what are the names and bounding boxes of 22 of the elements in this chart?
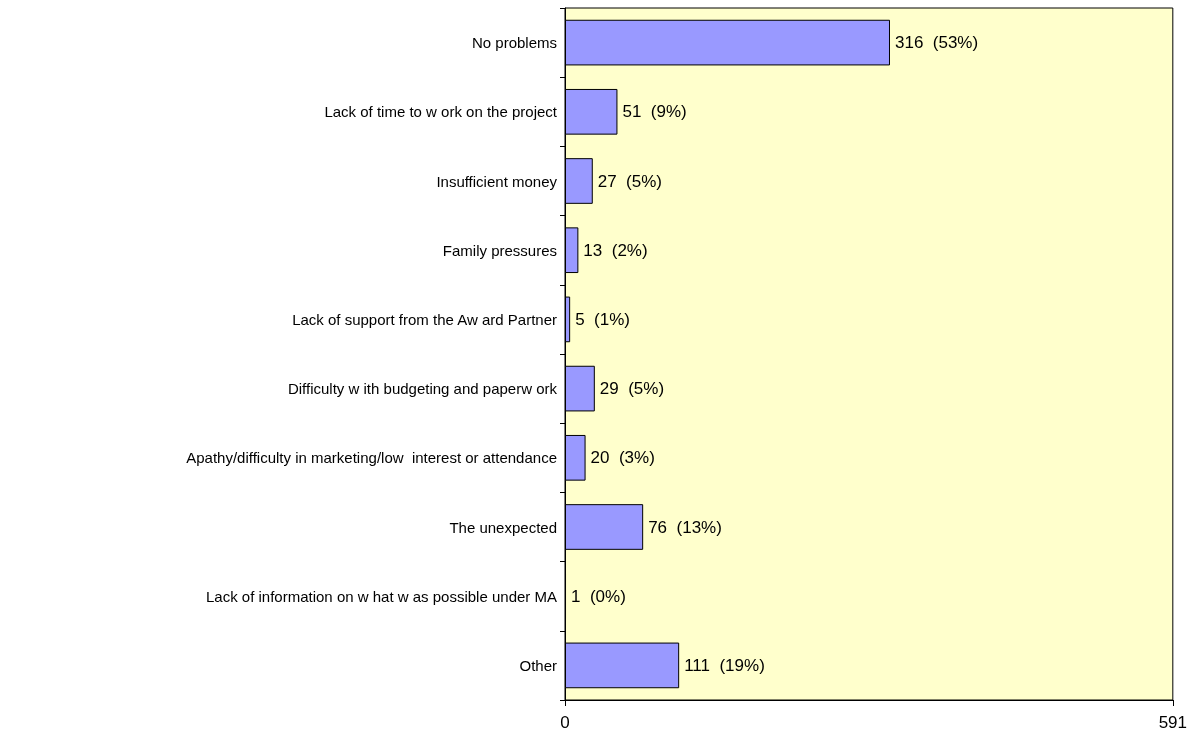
y-tick-label: Lack of time to w ork on the project <box>324 103 558 121</box>
data-label: 1 (0%) <box>571 586 626 606</box>
data-label: 29 (5%) <box>599 379 665 399</box>
data-label: 13 (2%) <box>583 240 648 260</box>
x-tick-label: 0 <box>560 713 570 732</box>
y-tick-label: Lack of information on w hat w as possible under MA <box>205 587 557 605</box>
data-label: 76 (13%) <box>648 517 722 537</box>
y-tick-label: Difficulty w ith budgeting and paperw ork <box>287 380 558 398</box>
y-tick-label: Other <box>519 656 557 674</box>
y-tick-label: Lack of support from the Aw ard Partner <box>292 310 557 328</box>
y-tick-label: Family pressures <box>442 241 557 259</box>
data-label: 20 (3%) <box>590 448 655 468</box>
data-label: 27 (5%) <box>597 171 663 191</box>
y-tick-label: Insufficient money <box>436 172 558 190</box>
x-tick-label: 591 <box>1158 713 1188 732</box>
data-label: 5 (1%) <box>575 309 630 329</box>
data-label: 111 (19%) <box>684 655 765 675</box>
data-label: 51 (9%) <box>622 102 687 122</box>
y-tick-label: No problems <box>471 34 557 52</box>
y-tick-label: Apathy/difficulty in marketing/low interest or attendance <box>186 449 557 467</box>
data-label: 316 (53%) <box>894 33 979 53</box>
y-tick-label: The unexpected <box>449 518 557 536</box>
